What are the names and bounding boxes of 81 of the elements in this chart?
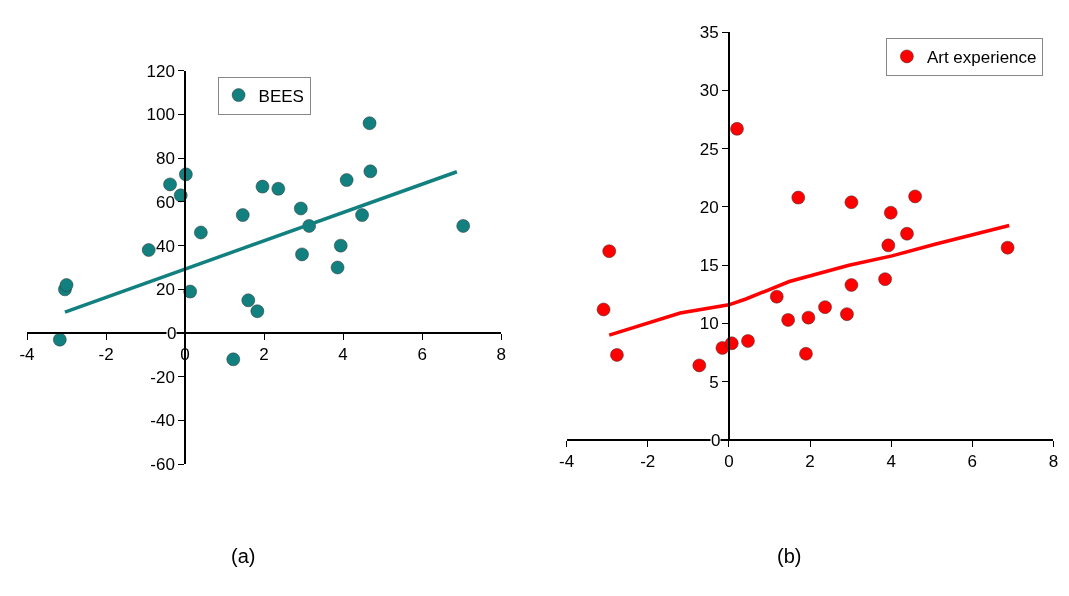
x-tick-label: 2 xyxy=(805,452,815,472)
point xyxy=(163,177,177,192)
y-tick-label: 0 xyxy=(711,431,721,450)
point xyxy=(900,226,914,241)
point xyxy=(724,336,739,351)
y-tick-label: -60 xyxy=(150,455,175,475)
point xyxy=(741,334,755,348)
point xyxy=(333,238,348,253)
point xyxy=(255,179,270,194)
point xyxy=(692,358,707,373)
line-series xyxy=(607,223,1011,337)
point xyxy=(844,278,859,292)
y-tick-label: 20 xyxy=(699,197,719,217)
point xyxy=(179,167,193,182)
x-tick-label: 2 xyxy=(259,345,269,365)
y-tick-label: 15 xyxy=(699,256,719,276)
point xyxy=(801,310,816,325)
point xyxy=(844,195,859,209)
point xyxy=(250,304,265,318)
point xyxy=(363,164,378,179)
point xyxy=(226,352,241,367)
x-tick-label: -2 xyxy=(640,452,656,472)
point xyxy=(59,278,74,292)
point xyxy=(791,190,806,205)
text: (a) xyxy=(231,545,256,567)
y-tick-label: 40 xyxy=(155,236,175,256)
x-tick-label: 6 xyxy=(967,452,978,472)
x-tick-label: 8 xyxy=(1048,452,1059,472)
x-tick-label: 8 xyxy=(496,345,506,365)
y-tick-label: 10 xyxy=(699,314,719,334)
point xyxy=(602,244,616,258)
text: (b) xyxy=(777,545,802,567)
point xyxy=(818,300,832,314)
y-tick-label: -20 xyxy=(150,367,175,387)
point xyxy=(194,225,208,240)
point xyxy=(456,219,470,233)
point xyxy=(884,205,898,220)
legend-label: BEES xyxy=(258,86,304,106)
point xyxy=(362,116,377,130)
y-tick-label: 20 xyxy=(155,280,175,300)
point xyxy=(878,272,892,286)
x-tick-label: 4 xyxy=(886,452,896,472)
point xyxy=(596,302,611,317)
y-tick-label: 0 xyxy=(167,324,177,343)
point xyxy=(271,182,286,196)
legend-label: Art experience xyxy=(926,48,1037,68)
point xyxy=(295,247,309,262)
y-tick-label: 5 xyxy=(709,372,719,392)
y-tick-label: -40 xyxy=(150,411,175,431)
point xyxy=(173,188,188,203)
y-tick-label: 120 xyxy=(146,61,175,81)
point xyxy=(141,243,156,257)
x-tick-label: -2 xyxy=(98,345,114,365)
y-tick-label: 30 xyxy=(699,81,719,101)
point xyxy=(183,284,197,299)
y-tick-label: 100 xyxy=(146,105,175,125)
x-tick-label: 6 xyxy=(417,345,427,365)
y-tick-label: 25 xyxy=(699,139,719,159)
x-tick-label: 0 xyxy=(724,452,734,472)
point xyxy=(881,238,896,253)
point xyxy=(730,122,744,136)
point xyxy=(339,173,354,187)
point xyxy=(355,208,369,222)
point xyxy=(799,347,813,361)
point xyxy=(770,289,784,304)
x-tick-label: -4 xyxy=(559,452,575,472)
x-tick-label: -4 xyxy=(19,345,35,365)
point xyxy=(294,201,308,216)
y-tick-label: 60 xyxy=(155,192,175,212)
point xyxy=(908,189,922,204)
point xyxy=(1000,240,1015,255)
point xyxy=(53,332,67,347)
point xyxy=(241,293,256,308)
y-tick-label: 35 xyxy=(699,23,719,43)
point xyxy=(781,313,795,327)
y-tick-label: 80 xyxy=(155,149,175,169)
x-tick-label: 4 xyxy=(338,345,348,365)
point xyxy=(330,260,345,275)
point xyxy=(610,348,624,362)
point xyxy=(236,208,250,222)
point xyxy=(840,307,854,321)
